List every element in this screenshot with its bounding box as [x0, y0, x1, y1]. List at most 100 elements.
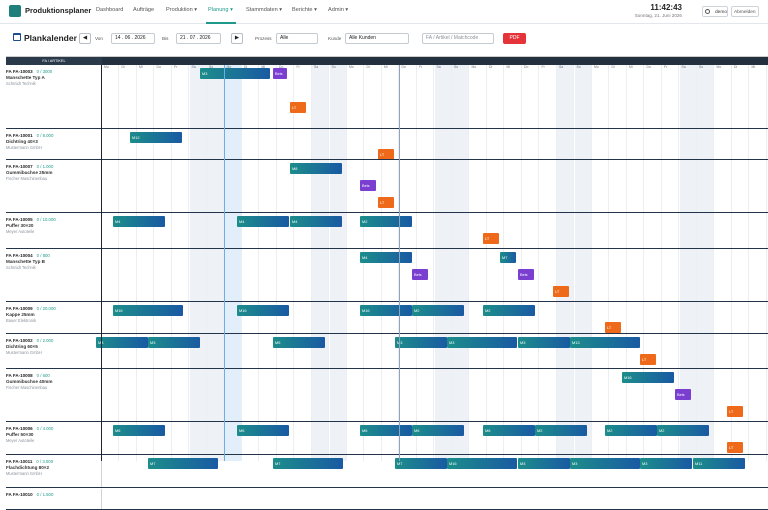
schedule-bar[interactable]: M3	[148, 337, 200, 348]
fa-row-label[interactable]: FA FA-10002 0 / 2.000 Dichtring 60×5 Muster…	[6, 335, 102, 368]
schedule-bar[interactable]: M6	[237, 425, 289, 436]
fa-number: FA FA-10002	[6, 338, 33, 343]
schedule-bar[interactable]: M6	[360, 425, 412, 436]
schedule-bar[interactable]: M6	[483, 425, 535, 436]
next-button[interactable]: ▶	[231, 33, 243, 44]
schedule-bar[interactable]: M2	[483, 305, 535, 316]
schedule-bar[interactable]: LT	[640, 354, 656, 365]
nav-stammdaten[interactable]: Stammdaten ▾	[246, 7, 283, 13]
schedule-bar[interactable]: LT	[378, 149, 394, 160]
brand: Produktionsplaner	[25, 6, 92, 15]
schedule-bar[interactable]: Beis	[273, 68, 287, 79]
schedule-bar[interactable]: M2	[412, 305, 464, 316]
fa-row-label[interactable]: FA FA-10004 0 / 800 Manschette Typ B Schmid…	[6, 250, 102, 301]
schedule-bar[interactable]: M4	[290, 216, 342, 227]
prev-button[interactable]: ◀	[79, 33, 91, 44]
schedule-bar[interactable]: M16	[360, 305, 412, 316]
schedule-bar[interactable]: M2	[657, 425, 709, 436]
nav-auftraege[interactable]: Aufträge	[133, 7, 155, 13]
marker-line	[101, 65, 102, 461]
bis-date-input[interactable]: 21 . 07 . 2026	[176, 33, 221, 44]
day-column: Sa	[557, 65, 575, 461]
prozess-select[interactable]: Alle	[276, 33, 318, 44]
fa-number: FA FA-10008	[6, 373, 33, 378]
schedule-bar[interactable]: LT	[727, 442, 743, 453]
schedule-bar[interactable]: M6	[412, 425, 464, 436]
clock: 11:42:43	[650, 3, 682, 12]
schedule-bar[interactable]: Beis	[360, 180, 376, 191]
schedule-bar[interactable]: M7	[500, 252, 516, 263]
schedule-bar[interactable]: LT	[553, 286, 569, 297]
schedule-bar[interactable]: M4	[113, 216, 165, 227]
day-column: Fr	[172, 65, 190, 461]
day-label: So	[454, 65, 459, 69]
schedule-bar[interactable]: Beis	[412, 269, 428, 280]
row-separator	[6, 128, 768, 129]
search-input[interactable]: FA / Artikel / Matchcode	[422, 33, 494, 44]
day-label: Mi	[384, 65, 388, 69]
schedule-bar[interactable]: M2	[360, 216, 412, 227]
fa-quantity: 0 / 20.000	[36, 306, 56, 311]
day-label: Fr	[664, 65, 668, 69]
schedule-bar[interactable]: M5	[273, 337, 325, 348]
schedule-bar[interactable]: Beis	[675, 389, 691, 400]
nav-planung[interactable]: Planung ▾	[208, 7, 233, 13]
von-date-input[interactable]: 14 . 06 . 2026	[111, 33, 155, 44]
logout-button[interactable]: Abmelden	[731, 6, 759, 17]
nav-dashboard[interactable]: Dashboard	[96, 7, 124, 13]
day-label: Mo	[349, 65, 354, 69]
fa-row-label[interactable]: FA FA-10006 0 / 4.000 Puffer 50×30 Meyer Au…	[6, 423, 102, 454]
schedule-bar[interactable]: M16	[237, 305, 289, 316]
schedule-bar[interactable]: M12	[130, 132, 182, 143]
schedule-bar[interactable]: M2	[535, 425, 587, 436]
day-label: So	[699, 65, 704, 69]
schedule-bar[interactable]: M3	[447, 337, 517, 348]
schedule-bar[interactable]: Beis	[518, 269, 534, 280]
calendar-icon	[13, 33, 21, 41]
day-label: So	[576, 65, 581, 69]
article-name: Kappe 25mm	[6, 312, 35, 317]
fa-row-label[interactable]: FA FA-10003 0 / 3000 Manschette Typ A Schmi…	[6, 66, 102, 128]
fa-row-label[interactable]: FA FA-10011 0 / 3.000 Flachdichtung 80×2 Mu…	[6, 456, 102, 487]
fa-number: FA FA-10004	[6, 253, 33, 258]
fa-row-label[interactable]: FA FA-10008 0 / 600 Gummibuchse 40mm Fische…	[6, 370, 102, 421]
fa-row-label[interactable]: FA FA-10007 0 / 1.000 Gummibuchse 25mm Fisc…	[6, 161, 102, 212]
nav-produktion[interactable]: Produktion ▾	[166, 7, 198, 13]
pdf-button[interactable]: PDF	[503, 33, 526, 44]
fa-row-label[interactable]: FA FA-10009 0 / 20.000 Kappe 25mm Bauer Ele…	[6, 303, 102, 333]
fa-row-label[interactable]: FA FA-10001 0 / 8.000 Dichtring 40×3 Muster…	[6, 130, 102, 159]
fa-row-label[interactable]: FA FA-10005 0 / 10.000 Puffer 30×20 Meyer A…	[6, 214, 102, 248]
day-column: Fr	[417, 65, 435, 461]
fa-row-label[interactable]: FA FA-10010 0 / 1.500	[6, 489, 102, 509]
day-label: Mi	[139, 65, 143, 69]
day-column: Mo	[592, 65, 610, 461]
article-name: Dichtring 40×3	[6, 139, 38, 144]
user-button[interactable]: demo	[702, 6, 728, 17]
kunde-select[interactable]: Alle Kunden	[345, 33, 409, 44]
customer-name: Bauer Elektronik	[6, 318, 37, 323]
row-separator	[6, 421, 768, 422]
schedule-bar[interactable]: M16	[622, 372, 674, 383]
schedule-bar[interactable]: M8	[290, 163, 342, 174]
day-column: So	[452, 65, 470, 461]
schedule-bar[interactable]: M4	[237, 216, 289, 227]
day-column: Di	[610, 65, 627, 461]
nav-berichte[interactable]: Berichte ▾	[292, 7, 317, 13]
schedule-bar[interactable]: LT	[483, 233, 499, 244]
schedule-bar[interactable]: M16	[113, 305, 183, 316]
schedule-bar[interactable]: M2	[605, 425, 657, 436]
prozess-label: Prozess	[255, 36, 272, 41]
schedule-bar[interactable]: M13	[570, 337, 640, 348]
schedule-bar[interactable]: M3	[200, 68, 270, 79]
schedule-bar[interactable]: LT	[378, 197, 394, 208]
schedule-bar[interactable]: M3	[518, 337, 570, 348]
schedule-bar[interactable]: M3	[395, 337, 447, 348]
schedule-bar[interactable]: M6	[113, 425, 165, 436]
day-label: Di	[244, 65, 248, 69]
schedule-bar[interactable]: M4	[360, 252, 412, 263]
schedule-bar[interactable]: LT	[727, 406, 743, 417]
schedule-bar[interactable]: M3	[96, 337, 148, 348]
schedule-bar[interactable]: LT	[290, 102, 306, 113]
nav-admin[interactable]: Admin ▾	[328, 7, 349, 13]
schedule-bar[interactable]: LT	[605, 322, 621, 333]
